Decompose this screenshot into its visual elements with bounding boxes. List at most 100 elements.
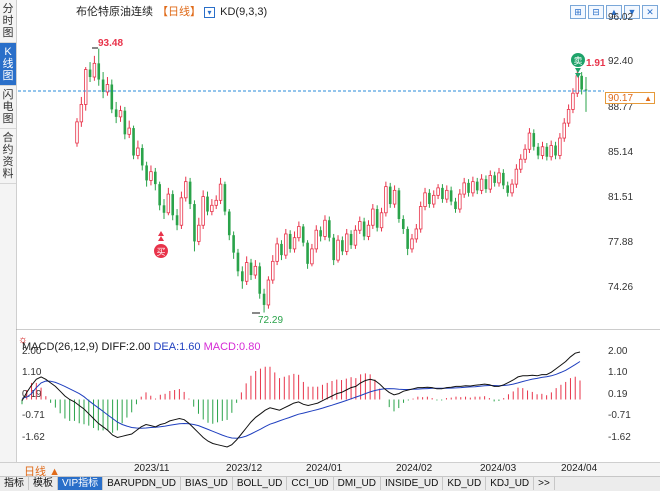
indicator-label[interactable]: KD(9,3,3) [220, 6, 268, 18]
candlestick[interactable] [253, 260, 258, 279]
candlestick[interactable] [244, 256, 249, 286]
candlestick[interactable] [79, 96, 84, 127]
candlestick[interactable] [445, 185, 449, 203]
candlestick[interactable] [75, 118, 79, 147]
candlestick[interactable] [258, 262, 262, 299]
candlestick[interactable] [414, 223, 419, 243]
candlestick[interactable] [314, 225, 318, 253]
candlestick[interactable] [88, 62, 92, 83]
candlestick[interactable] [179, 191, 184, 229]
candlestick[interactable] [328, 216, 331, 242]
candlestick[interactable] [532, 129, 536, 151]
tab-kd[interactable]: KD_UD [443, 477, 487, 490]
candlestick[interactable] [214, 195, 218, 210]
candlestick[interactable] [384, 181, 388, 217]
candlestick[interactable] [210, 199, 214, 216]
candlestick[interactable] [271, 255, 275, 284]
candlestick[interactable] [379, 207, 384, 232]
candlestick[interactable] [201, 190, 205, 229]
collapse-icon[interactable]: ⊟ [588, 5, 604, 19]
candlestick[interactable] [462, 177, 466, 198]
candlestick[interactable] [118, 105, 123, 122]
period-label[interactable]: 【日线】 [157, 6, 201, 18]
candlestick[interactable] [149, 165, 153, 186]
candlestick[interactable] [97, 48, 101, 86]
candlestick[interactable] [566, 104, 571, 127]
candlestick[interactable] [306, 240, 309, 269]
candlestick[interactable] [549, 140, 553, 161]
buy-signal[interactable]: 买 [154, 231, 168, 258]
candlestick[interactable] [523, 144, 527, 163]
candlestick[interactable] [206, 191, 209, 216]
tab-cci[interactable]: CCI_UD [287, 477, 334, 490]
candlestick[interactable] [92, 55, 97, 81]
kline-chart[interactable]: 93.48 72.29 1.91 卖 买 [0, 0, 660, 330]
candlestick[interactable] [332, 233, 335, 266]
tab-template[interactable]: 模板 [29, 477, 58, 490]
candlestick[interactable] [166, 187, 171, 216]
candlestick[interactable] [184, 176, 188, 202]
candlestick[interactable] [319, 226, 322, 242]
candlestick[interactable] [471, 176, 475, 197]
macd-name[interactable]: MACD(26,12,9) [22, 341, 99, 353]
candlestick[interactable] [554, 141, 557, 160]
candlestick[interactable] [353, 225, 358, 249]
tab-more[interactable]: >> [534, 477, 555, 490]
candlestick[interactable] [358, 216, 362, 234]
sidebar-item-timeshare[interactable]: 分时图 [0, 0, 16, 43]
candlestick[interactable] [101, 72, 105, 99]
candlestick[interactable] [162, 199, 166, 220]
candlestick[interactable] [292, 231, 297, 253]
tab-kdj[interactable]: KDJ_UD [486, 477, 535, 490]
candlestick[interactable] [280, 240, 283, 261]
candlestick[interactable] [371, 204, 375, 229]
candlestick[interactable] [223, 181, 227, 216]
arrow-up-icon[interactable]: ▲ [606, 5, 622, 19]
candlestick[interactable] [536, 143, 540, 160]
candlestick[interactable] [410, 233, 414, 253]
sidebar-item-contract-info[interactable]: 合约资料 [0, 129, 16, 184]
candlestick[interactable] [479, 174, 484, 195]
candlestick[interactable] [241, 266, 244, 289]
candlestick[interactable] [297, 221, 301, 242]
candlestick[interactable] [519, 154, 523, 173]
candlestick[interactable] [136, 140, 140, 160]
candlestick[interactable] [218, 177, 223, 205]
candlestick[interactable] [571, 88, 575, 114]
candlestick[interactable] [497, 167, 501, 187]
candlestick[interactable] [341, 236, 344, 256]
candlestick[interactable] [510, 179, 514, 197]
candlestick[interactable] [527, 128, 532, 153]
candlestick[interactable] [423, 187, 427, 211]
candlestick[interactable] [545, 143, 549, 161]
candlestick[interactable] [301, 223, 305, 247]
tab-inside[interactable]: INSIDE_UD [381, 477, 444, 490]
macd-chart[interactable] [0, 332, 660, 462]
candlestick[interactable] [323, 215, 327, 241]
candlestick[interactable] [449, 186, 453, 206]
candlestick[interactable] [284, 228, 288, 259]
candlestick[interactable] [288, 230, 292, 253]
candlestick[interactable] [493, 171, 496, 187]
candlestick[interactable] [114, 101, 118, 124]
candlestick[interactable] [140, 144, 144, 171]
candlestick[interactable] [540, 141, 545, 160]
tab-bias[interactable]: BIAS_UD [181, 477, 233, 490]
candlestick[interactable] [127, 120, 131, 139]
candlestick[interactable] [562, 118, 566, 142]
candlestick[interactable] [502, 169, 505, 190]
candlestick[interactable] [227, 209, 231, 241]
tab-barupdn[interactable]: BARUPDN_UD [103, 477, 182, 490]
candlestick[interactable] [132, 125, 135, 160]
candlestick[interactable] [236, 248, 240, 277]
candlestick[interactable] [375, 205, 379, 232]
candlestick[interactable] [110, 79, 114, 114]
expand-icon[interactable]: ⊞ [570, 5, 586, 19]
tab-boll[interactable]: BOLL_UD [233, 477, 288, 490]
candlestick[interactable] [266, 276, 271, 309]
candlestick[interactable] [488, 170, 492, 193]
candlestick[interactable] [188, 177, 192, 210]
candlestick[interactable] [154, 167, 157, 191]
sidebar-item-kline[interactable]: K线图 [0, 43, 16, 86]
candlestick[interactable] [401, 215, 405, 234]
